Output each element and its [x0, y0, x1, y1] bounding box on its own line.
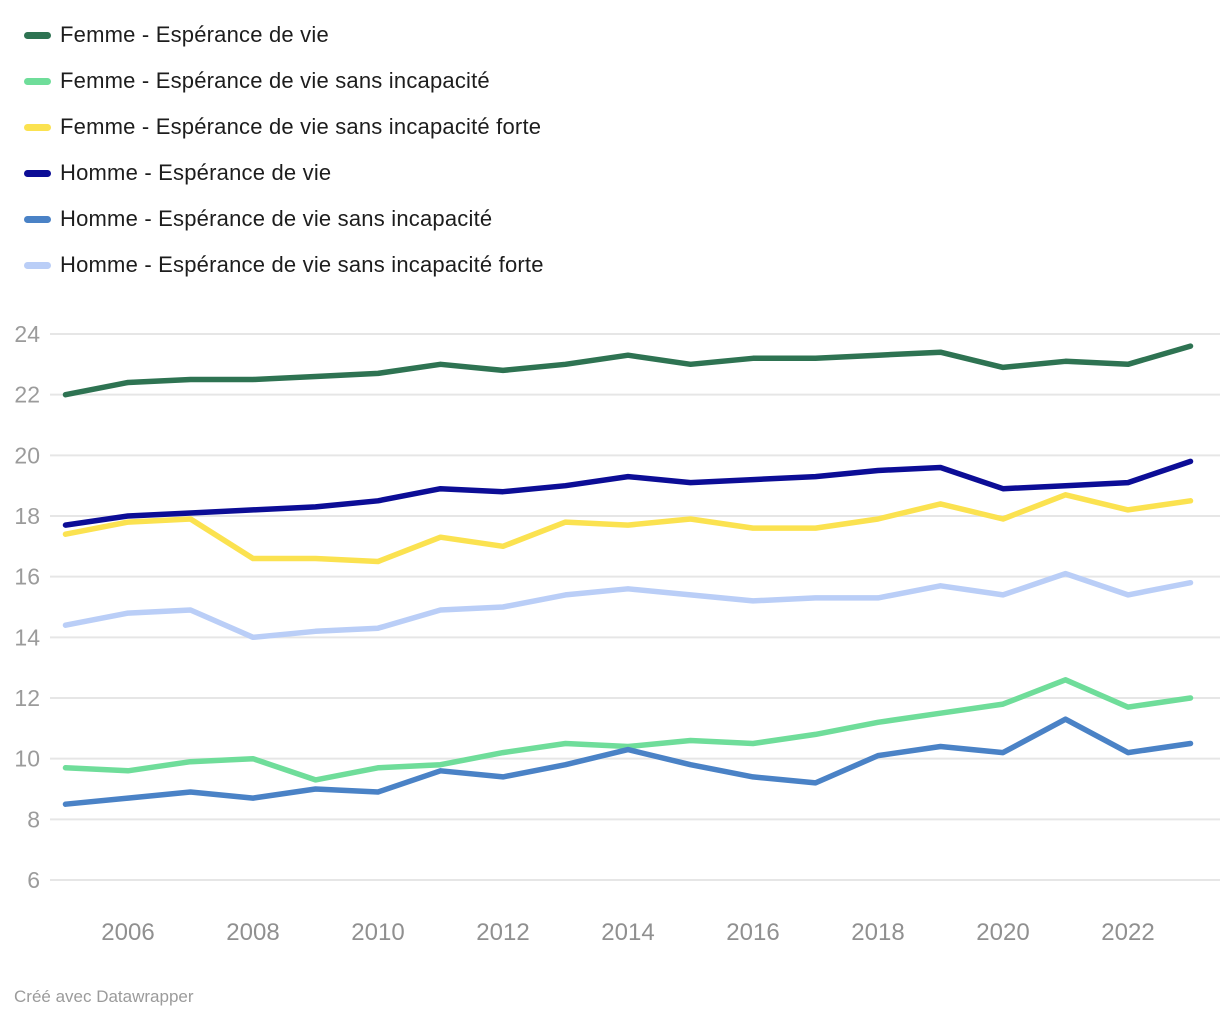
- x-axis-tick-label: 2010: [351, 919, 404, 946]
- y-axis-tick-label: 18: [14, 503, 40, 529]
- series-line-homme-esperance-de-vie-sans-incapacite-forte: [62, 570, 1194, 641]
- y-axis-tick-label: 24: [14, 321, 40, 347]
- legend-item-femme-esperance-de-vie: Femme - Espérance de vie: [24, 12, 544, 58]
- y-axis-tick-label: 8: [27, 806, 40, 832]
- x-axis-tick-label: 2022: [1101, 919, 1154, 946]
- y-axis-tick-label: 16: [14, 564, 40, 590]
- legend-label: Femme - Espérance de vie sans incapacité: [60, 68, 490, 93]
- legend-swatch-icon: [24, 169, 51, 177]
- y-axis-tick-label: 6: [27, 867, 40, 893]
- x-axis-tick-label: 2020: [976, 919, 1029, 946]
- y-axis-tick-label: 12: [14, 685, 40, 711]
- series-line-homme-esperance-de-vie: [62, 458, 1194, 528]
- legend-label: Femme - Espérance de vie sans incapacité…: [60, 114, 542, 139]
- x-axis-tick-label: 2016: [726, 919, 779, 946]
- series-line-femme-esperance-de-vie-sans-incapacite: [62, 677, 1194, 783]
- legend-item-femme-esperance-de-vie-sans-incapacite-forte: Femme - Espérance de vie sans incapacité…: [24, 104, 544, 150]
- legend-item-homme-esperance-de-vie: Homme - Espérance de vie: [24, 150, 544, 196]
- y-axis-tick-label: 10: [14, 746, 40, 772]
- legend-swatch-icon: [24, 215, 51, 223]
- datawrapper-credit-link[interactable]: Créé avec Datawrapper: [14, 987, 194, 1006]
- legend-swatch-icon: [24, 261, 51, 269]
- x-axis-tick-label: 2008: [226, 919, 279, 946]
- legend-label: Homme - Espérance de vie sans incapacité…: [60, 252, 544, 277]
- legend-item-homme-esperance-de-vie-sans-incapacite-forte: Homme - Espérance de vie sans incapacité…: [24, 242, 544, 288]
- legend-item-homme-esperance-de-vie-sans-incapacite: Homme - Espérance de vie sans incapacité: [24, 196, 544, 242]
- x-axis-tick-label: 2006: [101, 919, 154, 946]
- series-line-femme-esperance-de-vie: [62, 343, 1194, 398]
- legend-swatch-icon: [24, 123, 51, 131]
- legend-swatch-icon: [24, 77, 51, 85]
- x-axis-tick-label: 2012: [476, 919, 529, 946]
- y-axis-tick-label: 20: [14, 442, 40, 468]
- y-axis-tick-label: 22: [14, 382, 40, 408]
- chart-legend: Femme - Espérance de vie Femme - Espéran…: [24, 12, 544, 288]
- x-axis-tick-label: 2014: [601, 919, 654, 946]
- y-axis-tick-label: 14: [14, 624, 40, 650]
- legend-label: Femme - Espérance de vie: [60, 22, 329, 47]
- series-line-homme-esperance-de-vie-sans-incapacite: [62, 716, 1194, 807]
- series-line-femme-esperance-de-vie-sans-incapacite-forte: [62, 492, 1194, 565]
- legend-label: Homme - Espérance de vie: [60, 160, 332, 185]
- legend-label: Homme - Espérance de vie sans incapacité: [60, 206, 493, 231]
- x-axis-tick-label: 2018: [851, 919, 904, 946]
- legend-item-femme-esperance-de-vie-sans-incapacite: Femme - Espérance de vie sans incapacité: [24, 58, 544, 104]
- legend-swatch-icon: [24, 31, 51, 39]
